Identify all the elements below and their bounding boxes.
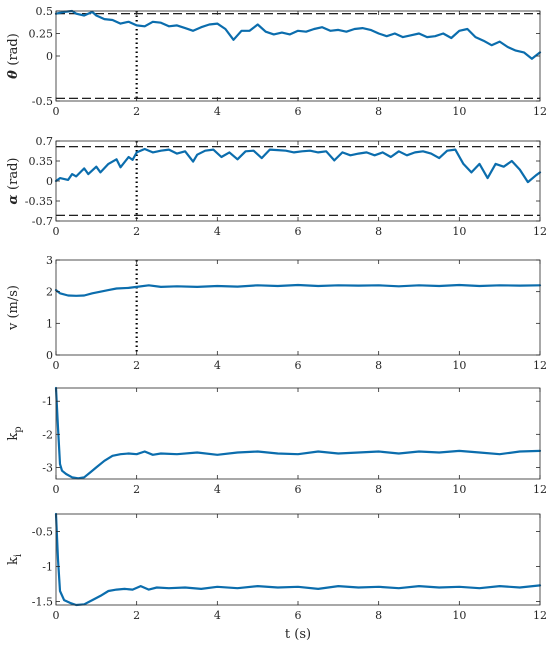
y-tick-label: 3 <box>46 254 53 267</box>
y-tick-label: -2 <box>42 428 53 441</box>
y-tick-label: 0 <box>46 175 53 188</box>
y-axis-subscript: p <box>13 426 24 432</box>
x-tick-label: 8 <box>375 105 382 118</box>
y-axis-symbol: α <box>6 190 21 205</box>
y-tick-label: 0 <box>46 50 53 63</box>
x-tick-label: 8 <box>375 359 382 372</box>
chart-panel-1: 0 2 4 6 8 10 12-0.500.250.5θ (rad) <box>6 5 547 118</box>
series-line <box>54 147 542 184</box>
x-tick-label: 10 <box>452 105 466 118</box>
y-tick-label: 1 <box>46 317 53 330</box>
x-tick-label: 4 <box>214 483 221 496</box>
y-tick-label: -0.5 <box>32 95 53 108</box>
chart-panel-4: 0 2 4 6 8 10 12 -3 -2 -1 kp <box>6 386 547 496</box>
y-tick-label: 0.25 <box>29 28 54 41</box>
y-tick-label: -1 <box>42 561 53 574</box>
series-line <box>54 386 542 480</box>
y-tick-label: 2 <box>46 286 53 299</box>
x-tick-label: 6 <box>295 609 302 622</box>
x-tick-label: 12 <box>533 359 547 372</box>
x-tick-label: 4 <box>214 609 221 622</box>
y-tick-label: -0.5 <box>32 526 53 539</box>
series-line <box>54 9 542 60</box>
chart-panels: 0 2 4 6 8 10 12-0.500.250.5θ (rad)0 2 4 6 8 10 12-0.… <box>6 5 547 622</box>
x-tick-label: 6 <box>295 225 302 238</box>
y-axis-label: kp <box>6 426 24 440</box>
x-tick-label: 6 <box>295 483 302 496</box>
x-tick-label: 2 <box>133 225 140 238</box>
y-tick-label: -3 <box>42 461 53 474</box>
y-tick-label: 0.5 <box>36 5 54 18</box>
x-tick-label: 4 <box>214 225 221 238</box>
y-tick-label: -1.5 <box>32 596 53 609</box>
x-tick-label: 10 <box>452 225 466 238</box>
y-axis-unit: (rad) <box>6 158 21 190</box>
x-tick-label: 0 <box>53 225 60 238</box>
y-tick-label: -1 <box>42 395 53 408</box>
y-axis-label: ki <box>6 554 24 565</box>
x-tick-label: 2 <box>133 359 140 372</box>
y-tick-label: 0.35 <box>29 155 54 168</box>
y-axis-symbol: k <box>6 557 21 565</box>
y-axis-label: α (rad) <box>6 158 21 205</box>
plot-frame <box>55 387 541 480</box>
x-tick-label: 2 <box>133 483 140 496</box>
plot-frame <box>55 10 541 102</box>
y-axis-label: v (m/s) <box>6 285 21 331</box>
series-line <box>54 512 542 607</box>
x-tick-label: 0 <box>53 359 60 372</box>
x-tick-label: 4 <box>214 105 221 118</box>
chart-panel-2: 0 2 4 6 8 10 12 -0.7 -0.35 0 0.35 0.7 α (rad) <box>6 135 547 238</box>
y-axis-subscript: i <box>13 554 24 557</box>
x-tick-label: 8 <box>375 609 382 622</box>
y-axis-label: θ (rad) <box>6 33 21 79</box>
x-tick-label: 0 <box>53 105 60 118</box>
x-tick-label: 2 <box>133 609 140 622</box>
y-axis-unit: (rad) <box>6 33 21 65</box>
x-tick-label: 12 <box>533 105 547 118</box>
x-axis-label: t (s) <box>285 627 311 642</box>
x-tick-label: 6 <box>295 359 302 372</box>
series-line <box>54 283 542 297</box>
x-tick-label: 8 <box>375 483 382 496</box>
x-tick-label: 0 <box>53 483 60 496</box>
plot-frame <box>55 140 541 222</box>
x-tick-label: 12 <box>533 609 547 622</box>
x-tick-label: 8 <box>375 225 382 238</box>
y-tick-label: -0.35 <box>25 195 53 208</box>
y-tick-label: 0.7 <box>36 135 54 148</box>
x-tick-label: 2 <box>133 105 140 118</box>
x-tick-label: 4 <box>214 359 221 372</box>
x-tick-label: 10 <box>452 359 466 372</box>
y-axis-symbol: θ <box>6 66 21 79</box>
x-tick-label: 10 <box>452 609 466 622</box>
chart-panel-5: 0 2 4 6 8 10 12 -1.5 -1 -0.5 ki <box>6 512 547 622</box>
y-tick-label: -0.7 <box>32 215 53 228</box>
x-tick-label: 12 <box>533 483 547 496</box>
plot-frame <box>55 513 541 606</box>
y-axis-symbol: k <box>6 433 21 441</box>
x-tick-label: 0 <box>53 609 60 622</box>
x-tick-label: 6 <box>295 105 302 118</box>
plot-frame <box>55 259 541 356</box>
x-tick-label: 12 <box>533 225 547 238</box>
x-tick-label: 10 <box>452 483 466 496</box>
y-tick-label: 0 <box>46 349 53 362</box>
